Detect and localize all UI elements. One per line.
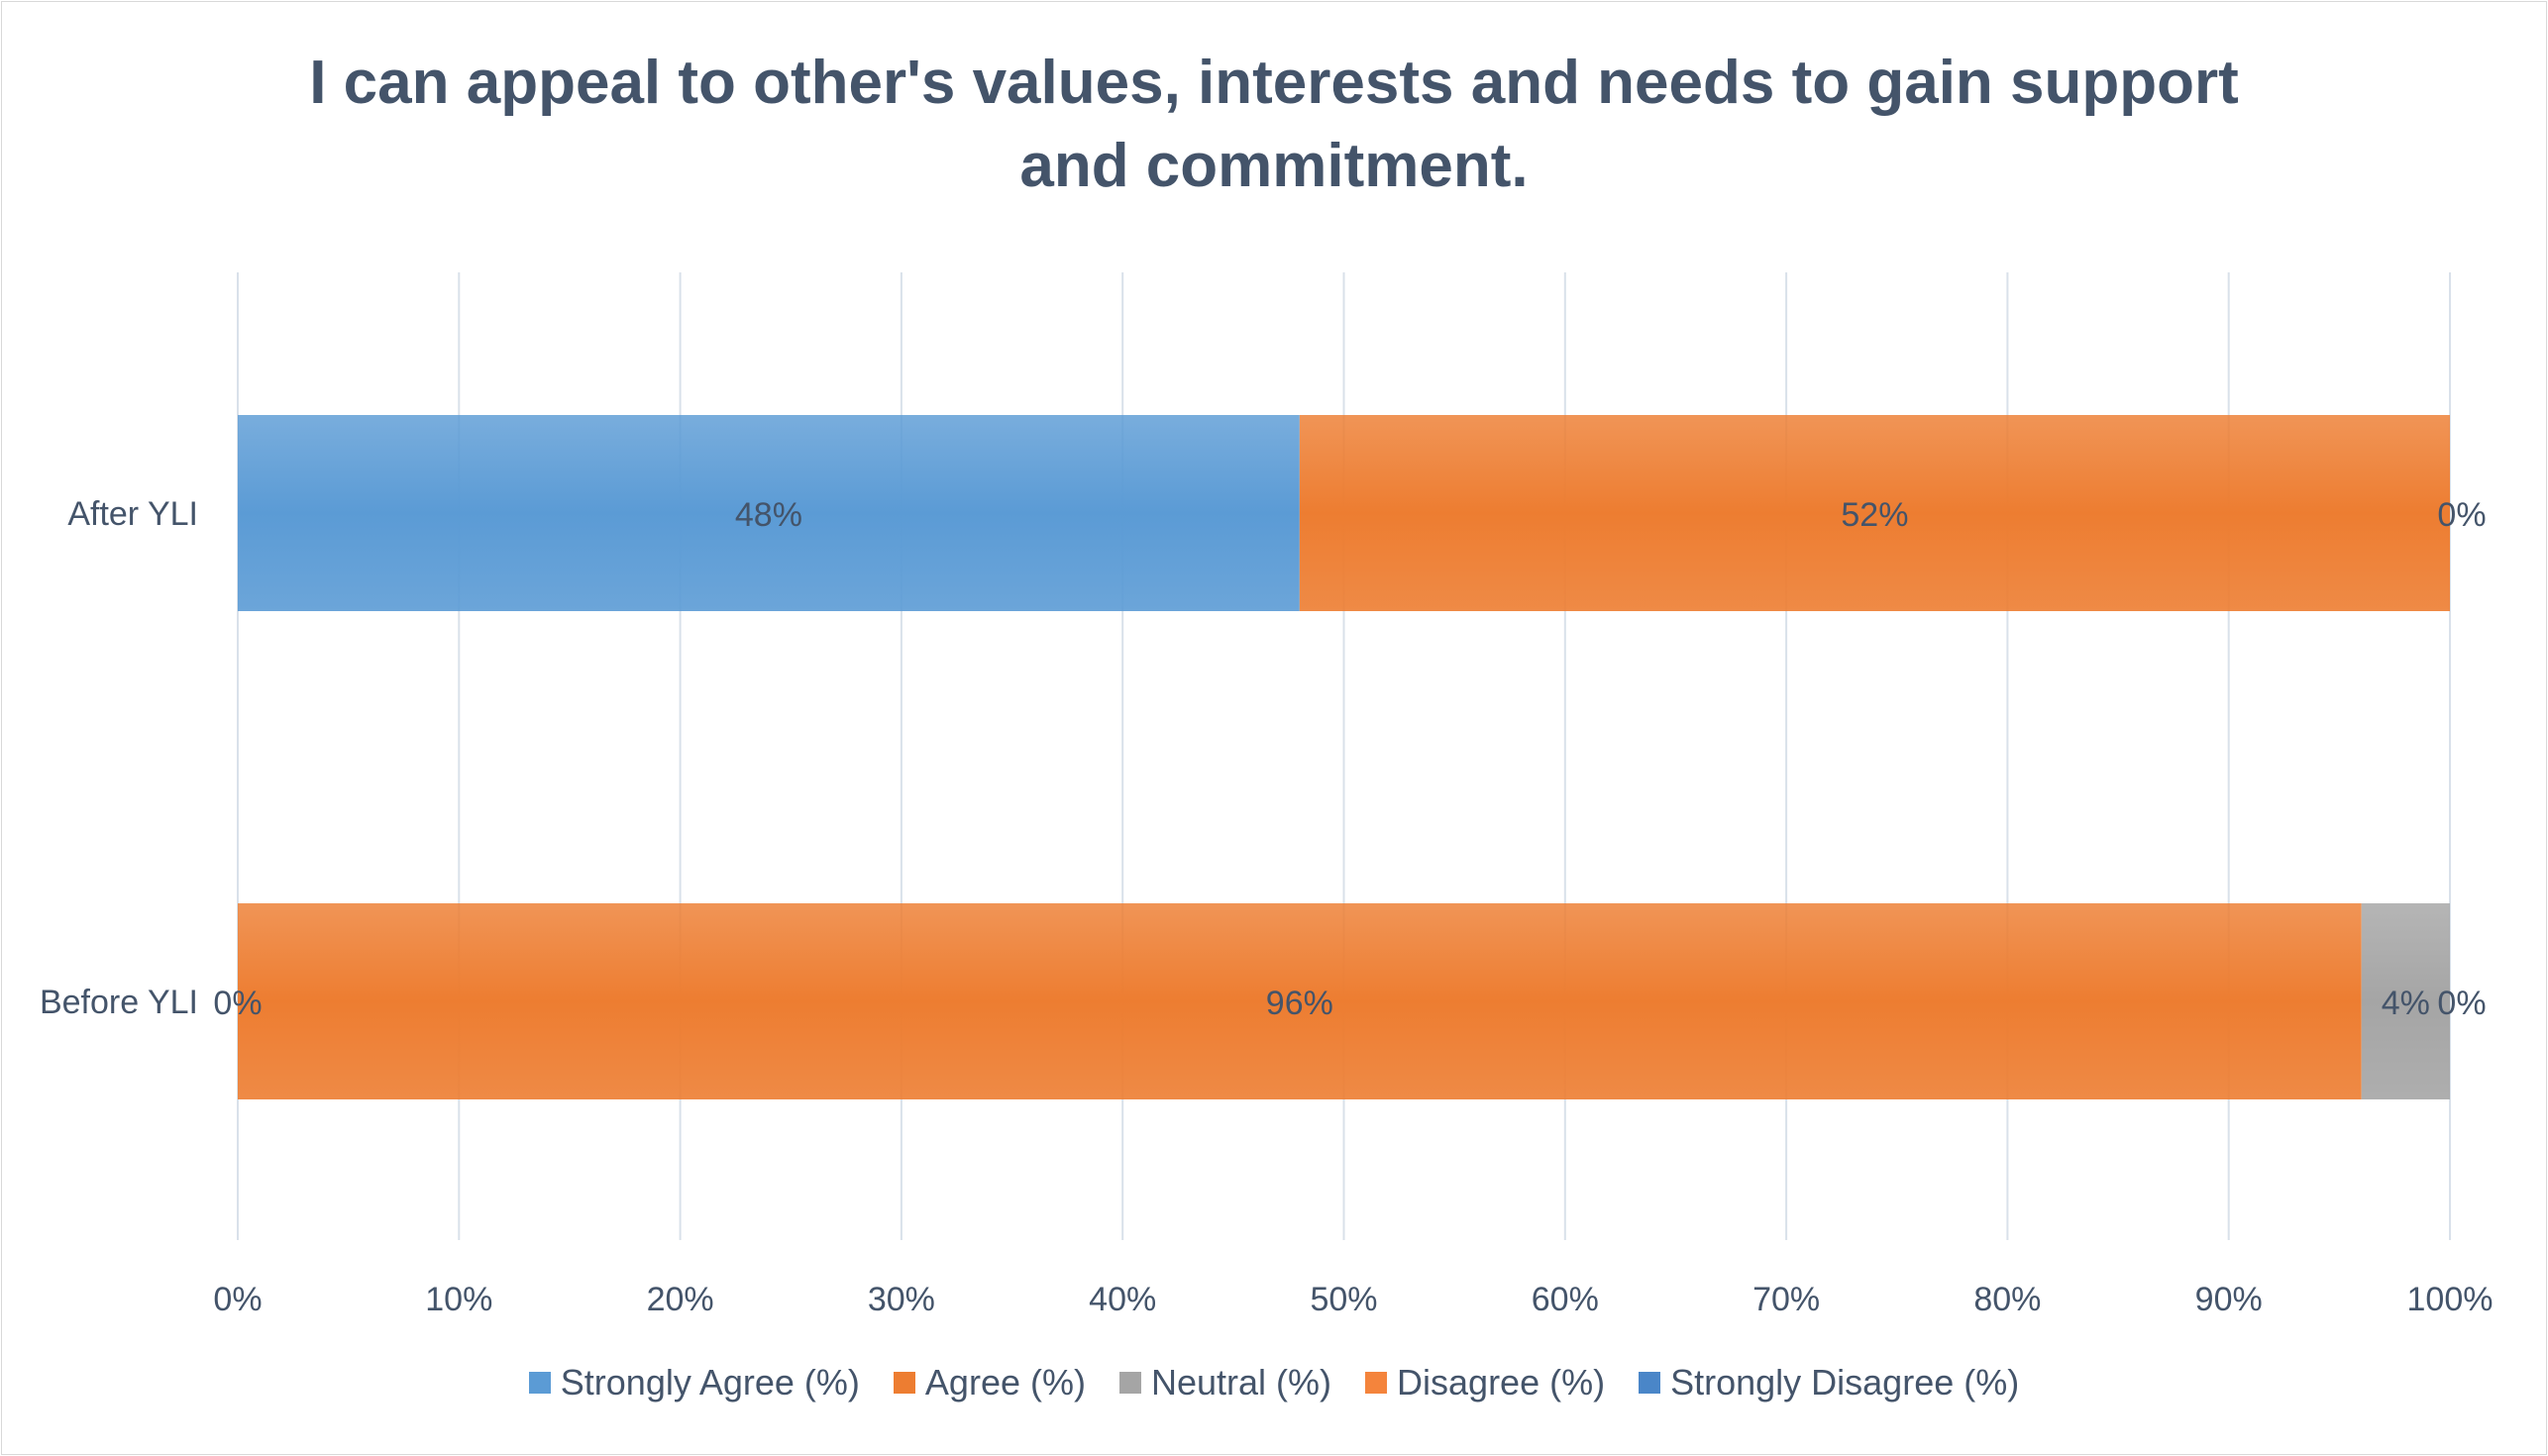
bar-segment — [238, 415, 1300, 611]
bar-segment — [2361, 903, 2450, 1099]
chart-title-line-2: and commitment. — [1019, 132, 1529, 200]
legend-swatch — [1118, 1372, 1141, 1394]
legend-label: Strongly Disagree (%) — [1670, 1362, 2020, 1403]
x-tick-label: 0% — [213, 1281, 262, 1318]
legend-label: Disagree (%) — [1397, 1362, 1606, 1403]
chart-title-line-1: I can appeal to other's values, interest… — [309, 49, 2239, 117]
legend-item: Disagree (%) — [1365, 1362, 1605, 1404]
x-tick-label: 10% — [425, 1281, 492, 1318]
data-label: 0% — [213, 985, 262, 1022]
data-label: 0% — [2437, 985, 2486, 1022]
data-label: 0% — [2437, 496, 2486, 534]
legend-swatch — [1639, 1372, 1661, 1394]
y-category-label: Before YLI — [40, 984, 198, 1021]
x-tick-label: 60% — [1532, 1281, 1599, 1318]
data-label: 4% — [2382, 985, 2430, 1022]
legend-label: Agree (%) — [924, 1362, 1086, 1403]
chart-legend: Strongly Agree (%) Agree (%) Neutral (%) Di… — [0, 1362, 2548, 1404]
bar-segment — [1299, 415, 2450, 611]
x-tick-label: 100% — [2407, 1281, 2494, 1318]
legend-label: Neutral (%) — [1150, 1362, 1332, 1403]
legend-item: Strongly Agree (%) — [528, 1362, 860, 1404]
x-tick-label: 70% — [1752, 1281, 1820, 1318]
legend-item: Strongly Disagree (%) — [1639, 1362, 2019, 1404]
legend-item: Neutral (%) — [1118, 1362, 1332, 1404]
legend-swatch — [528, 1372, 551, 1394]
legend-swatch — [893, 1372, 915, 1394]
x-tick-label: 30% — [868, 1281, 935, 1318]
data-label: 48% — [735, 496, 802, 534]
data-label: 52% — [1841, 496, 1908, 534]
y-category-label: After YLI — [67, 495, 198, 533]
legend-swatch — [1365, 1372, 1388, 1394]
chart-title: I can appeal to other's values, interest… — [0, 42, 2548, 208]
legend-item: Agree (%) — [893, 1362, 1086, 1404]
legend-label: Strongly Agree (%) — [560, 1362, 860, 1403]
data-label: 96% — [1266, 985, 1333, 1022]
x-tick-label: 40% — [1089, 1281, 1156, 1318]
x-tick-label: 90% — [2195, 1281, 2263, 1318]
bar-segment — [238, 903, 2362, 1099]
chart-plot: 0% 10% 20% 30% 40% 50% 60% 70% 80% 90% 100% After Y… — [40, 272, 2494, 1318]
x-tick-label: 20% — [647, 1281, 714, 1318]
x-tick-label: 80% — [1973, 1281, 2041, 1318]
x-tick-label: 50% — [1310, 1281, 1377, 1318]
